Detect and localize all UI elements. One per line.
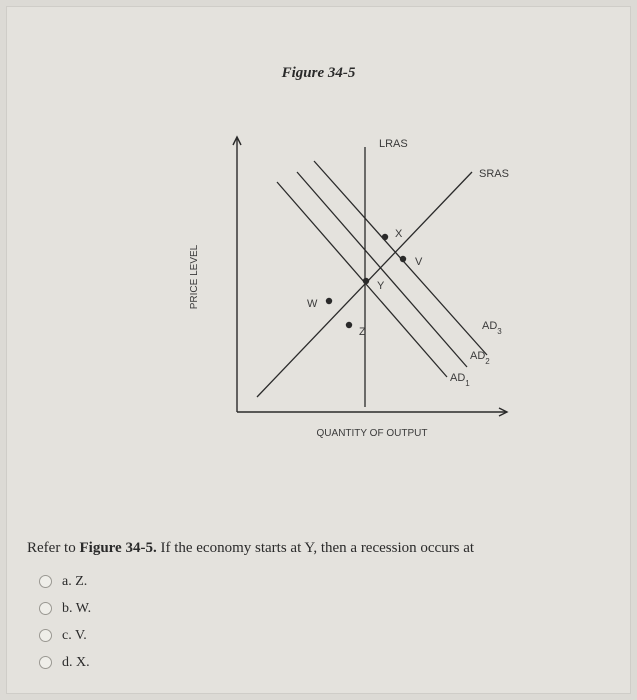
y-axis-label: PRICE LEVEL	[189, 244, 200, 309]
option-label: d. X.	[62, 652, 90, 673]
radio-icon	[39, 656, 52, 669]
stem-figure-ref: Figure 34-5.	[79, 540, 156, 556]
curve-label-sras: SRAS	[479, 168, 509, 180]
option-c[interactable]: c. V.	[27, 622, 474, 649]
point-label-x: X	[395, 228, 403, 240]
curve-label-ad2: AD2	[470, 350, 490, 366]
radio-icon	[39, 602, 52, 615]
point-label-v: V	[415, 256, 423, 268]
stem-suffix: If the economy starts at Y, then a reces…	[157, 540, 474, 556]
option-d[interactable]: d. X.	[27, 649, 474, 676]
point-w	[326, 298, 332, 304]
question-stem: Refer to Figure 34-5. If the economy sta…	[27, 537, 474, 560]
axes: QUANTITY OF OUTPUT PRICE LEVEL	[189, 137, 507, 439]
curve-label-ad1: AD1	[450, 372, 470, 388]
radio-icon	[39, 575, 52, 588]
curve-ad2	[297, 172, 467, 367]
option-label: a. Z.	[62, 571, 87, 592]
curves: LRAS SRAS AD1AD2 AD3	[257, 138, 509, 407]
figure-title: Figure 34-5	[7, 65, 630, 82]
point-label-w: W	[307, 298, 318, 310]
chart-svg: QUANTITY OF OUTPUT PRICE LEVEL LRAS SRAS A…	[167, 117, 527, 457]
curve-ad1	[277, 182, 447, 377]
radio-icon	[39, 629, 52, 642]
curve-label-ad3: AD3	[482, 320, 502, 336]
page-sheet: Figure 34-5 QUANTITY OF OUTPUT PRICE LEV…	[6, 6, 631, 694]
curve-label-lras: LRAS	[379, 138, 408, 150]
point-z	[346, 322, 352, 328]
point-label-z: Z	[359, 326, 366, 338]
x-axis-label: QUANTITY OF OUTPUT	[317, 428, 428, 439]
point-y	[363, 278, 369, 284]
question-block: Refer to Figure 34-5. If the economy sta…	[27, 537, 474, 676]
option-label: b. W.	[62, 598, 91, 619]
stem-prefix: Refer to	[27, 540, 79, 556]
point-x	[382, 234, 388, 240]
point-label-y: Y	[377, 280, 385, 292]
option-label: c. V.	[62, 625, 87, 646]
asad-chart: QUANTITY OF OUTPUT PRICE LEVEL LRAS SRAS A…	[167, 117, 527, 457]
option-a[interactable]: a. Z.	[27, 568, 474, 595]
option-b[interactable]: b. W.	[27, 595, 474, 622]
point-v	[400, 256, 406, 262]
